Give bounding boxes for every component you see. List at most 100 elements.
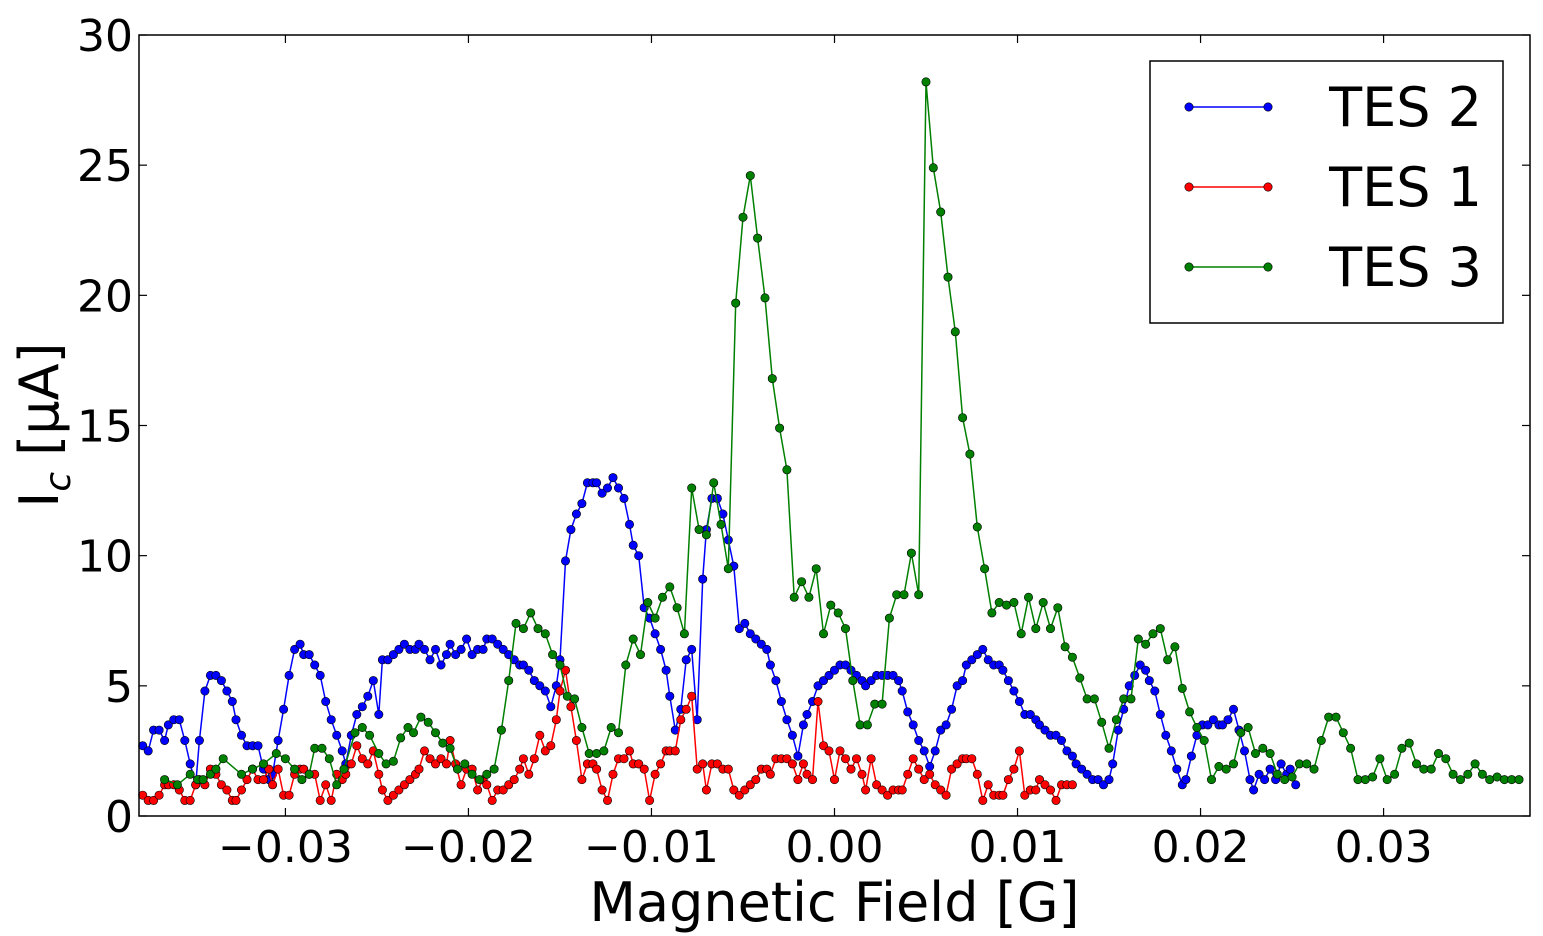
data-point — [1448, 769, 1458, 779]
data-point — [958, 676, 968, 686]
data-point — [1031, 624, 1041, 634]
data-point — [1426, 764, 1436, 774]
data-point — [456, 780, 466, 790]
data-point — [1397, 743, 1407, 753]
data-point — [782, 465, 792, 475]
data-point — [972, 769, 982, 779]
data-point — [430, 759, 440, 769]
data-point — [377, 785, 387, 795]
data-point — [555, 686, 565, 696]
data-point — [317, 743, 327, 753]
data-point — [983, 655, 993, 665]
data-point — [555, 660, 565, 670]
data-point — [332, 780, 342, 790]
data-point — [1223, 715, 1233, 725]
data-point — [1009, 597, 1019, 607]
data-point — [709, 478, 719, 488]
data-point — [290, 644, 300, 654]
data-point — [540, 746, 550, 756]
data-point — [273, 764, 283, 774]
data-point — [529, 754, 539, 764]
data-point — [1038, 597, 1048, 607]
data-point — [597, 785, 607, 795]
data-point — [947, 704, 957, 714]
data-point — [1177, 683, 1187, 693]
data-point — [1025, 709, 1035, 719]
legend-marker — [1184, 102, 1194, 112]
data-point — [365, 730, 375, 740]
data-point — [775, 423, 785, 433]
data-point — [383, 655, 393, 665]
data-point — [804, 592, 814, 602]
data-point — [1249, 785, 1259, 795]
data-point — [324, 754, 334, 764]
x-tick-label: 0.02 — [1152, 822, 1250, 873]
x-tick-label: 0.01 — [969, 822, 1067, 873]
data-point — [310, 660, 320, 670]
series-layer — [138, 77, 1524, 805]
data-point — [1135, 660, 1145, 670]
data-point — [295, 639, 305, 649]
data-point — [734, 624, 744, 634]
data-point — [416, 712, 426, 722]
x-tick-label: −0.03 — [218, 822, 353, 873]
data-point — [436, 660, 446, 670]
data-point — [950, 327, 960, 337]
data-point — [304, 650, 314, 660]
data-point — [211, 764, 221, 774]
data-point — [1208, 715, 1218, 725]
data-point — [861, 785, 871, 795]
data-point — [231, 715, 241, 725]
data-point — [1161, 730, 1171, 740]
data-point — [1035, 775, 1045, 785]
data-point — [315, 670, 325, 680]
data-point — [399, 780, 409, 790]
data-point — [936, 785, 946, 795]
data-point — [1067, 751, 1077, 761]
data-point — [1207, 775, 1217, 785]
data-point — [211, 670, 221, 680]
data-point — [1067, 652, 1077, 662]
data-point — [701, 530, 711, 540]
legend-label: TES 1 — [1328, 156, 1482, 219]
data-point — [1075, 673, 1085, 683]
data-point — [919, 746, 929, 756]
data-point — [482, 769, 492, 779]
data-point — [304, 769, 314, 779]
data-point — [452, 764, 462, 774]
data-point — [1245, 775, 1255, 785]
data-point — [1265, 764, 1275, 774]
data-point — [656, 644, 666, 654]
data-point — [899, 590, 909, 600]
data-point — [216, 780, 226, 790]
data-point — [634, 551, 644, 561]
data-point — [388, 756, 398, 766]
data-point — [681, 655, 691, 665]
data-point — [273, 735, 283, 745]
data-point — [694, 525, 704, 535]
data-point — [1272, 769, 1282, 779]
data-point — [811, 564, 821, 574]
data-point — [1221, 764, 1231, 774]
data-point — [326, 715, 336, 725]
data-point — [1240, 746, 1250, 756]
data-point — [914, 735, 924, 745]
data-point — [1181, 775, 1191, 785]
data-point — [1470, 759, 1480, 769]
data-point — [661, 665, 671, 675]
data-point — [315, 795, 325, 805]
data-point — [533, 624, 543, 634]
data-point — [467, 650, 477, 660]
data-point — [1051, 730, 1061, 740]
data-point — [388, 650, 398, 660]
data-point — [665, 582, 675, 592]
data-point — [936, 725, 946, 735]
data-point — [268, 780, 278, 790]
x-tick-label: 0.00 — [786, 822, 884, 873]
data-point — [419, 746, 429, 756]
y-tick-label: 5 — [105, 662, 133, 713]
data-point — [723, 564, 733, 574]
legend-marker — [1184, 182, 1194, 192]
data-point — [1514, 775, 1524, 785]
data-point — [1192, 722, 1202, 732]
